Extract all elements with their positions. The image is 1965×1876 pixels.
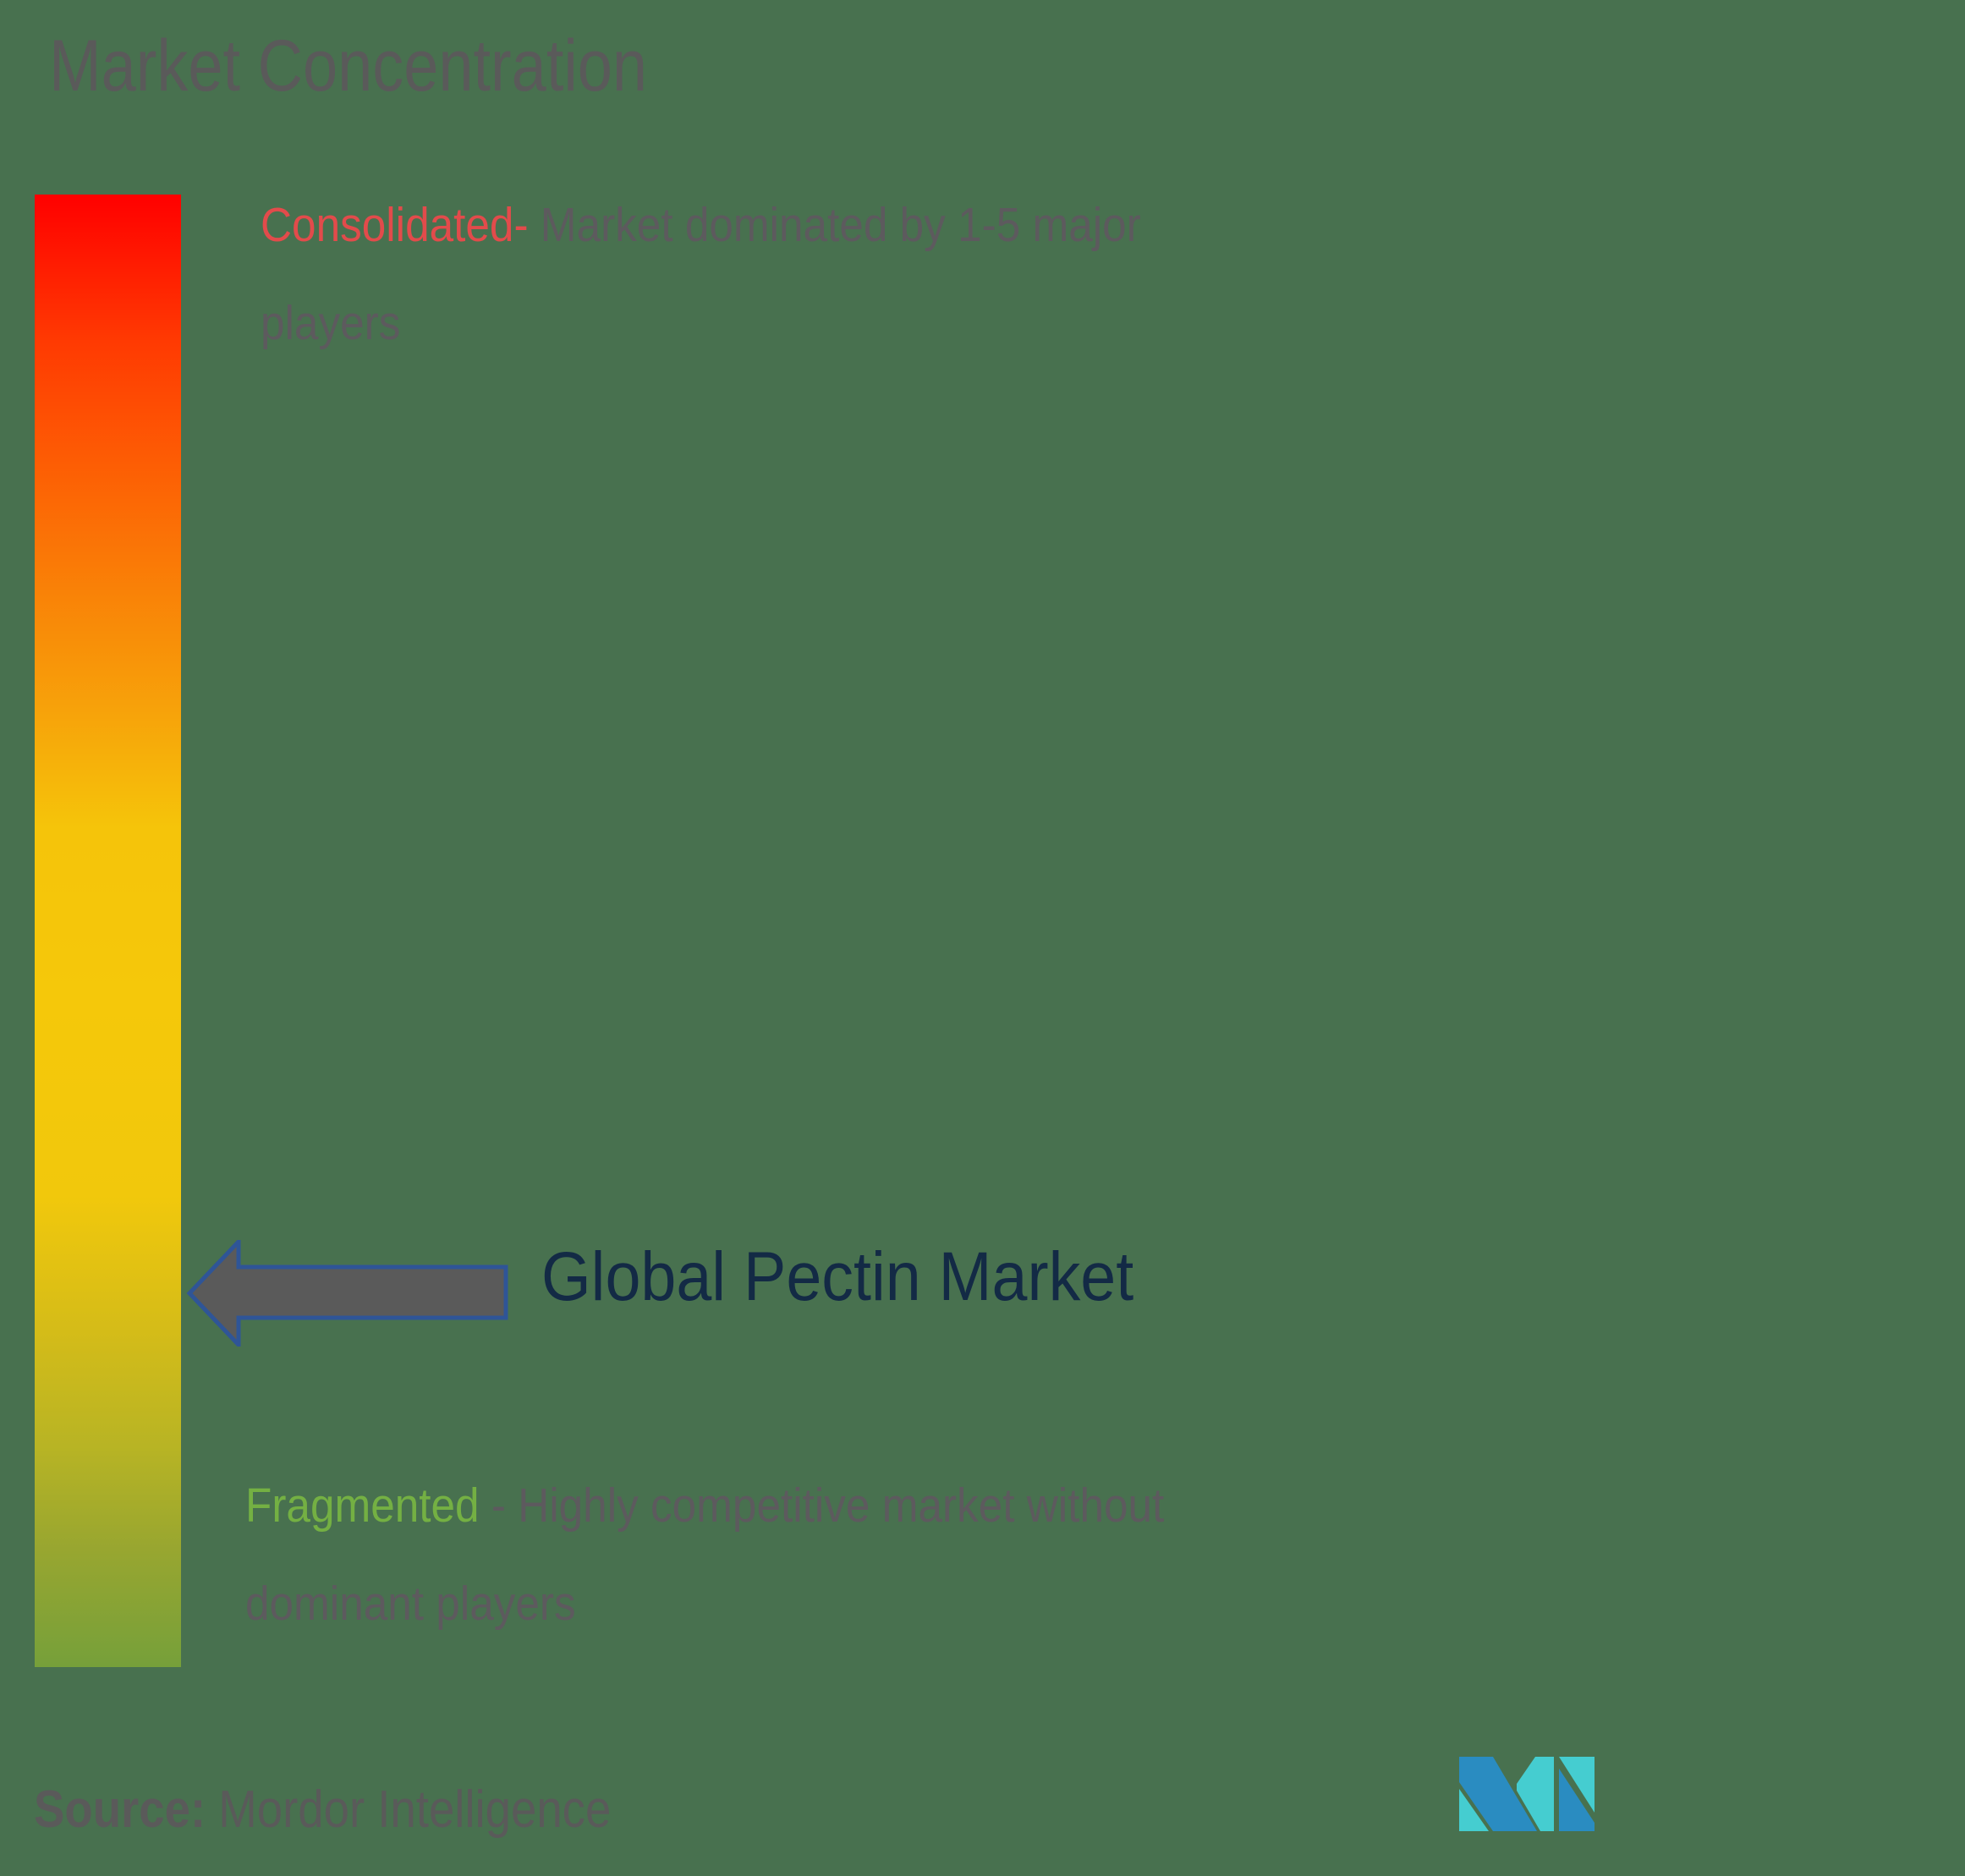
- mordor-intelligence-logo-icon: [1459, 1757, 1595, 1831]
- fragmented-label: Fragmented: [245, 1478, 480, 1533]
- fragmented-text-line1: Highly competitive market without: [505, 1478, 1165, 1533]
- left-arrow-icon: [186, 1240, 508, 1347]
- consolidated-text-line1: Market dominated by 1-5 major: [528, 198, 1141, 252]
- concentration-gradient-bar: [35, 195, 181, 1667]
- fragmented-text-line2: dominant players: [245, 1577, 576, 1631]
- consolidated-description: Consolidated- Market dominated by 1-5 ma…: [261, 176, 1141, 372]
- consolidated-line-1: Consolidated- Market dominated by 1-5 ma…: [261, 176, 1141, 274]
- source-attribution: Source: Mordor Intelligence: [34, 1776, 611, 1844]
- consolidated-text-line2: players: [261, 296, 401, 350]
- source-value: Mordor Intelligence: [206, 1780, 612, 1839]
- fragmented-separator: -: [479, 1478, 506, 1533]
- fragmented-line-1: Fragmented - Highly competitive market w…: [245, 1456, 1164, 1555]
- market-name-label: Global Pectin Market: [541, 1238, 1134, 1315]
- consolidated-label: Consolidated: [261, 198, 514, 252]
- consolidated-separator: -: [513, 198, 529, 252]
- fragmented-description: Fragmented - Highly competitive market w…: [245, 1456, 1164, 1653]
- source-label: Source:: [34, 1780, 206, 1839]
- page-title: Market Concentration: [49, 25, 648, 107]
